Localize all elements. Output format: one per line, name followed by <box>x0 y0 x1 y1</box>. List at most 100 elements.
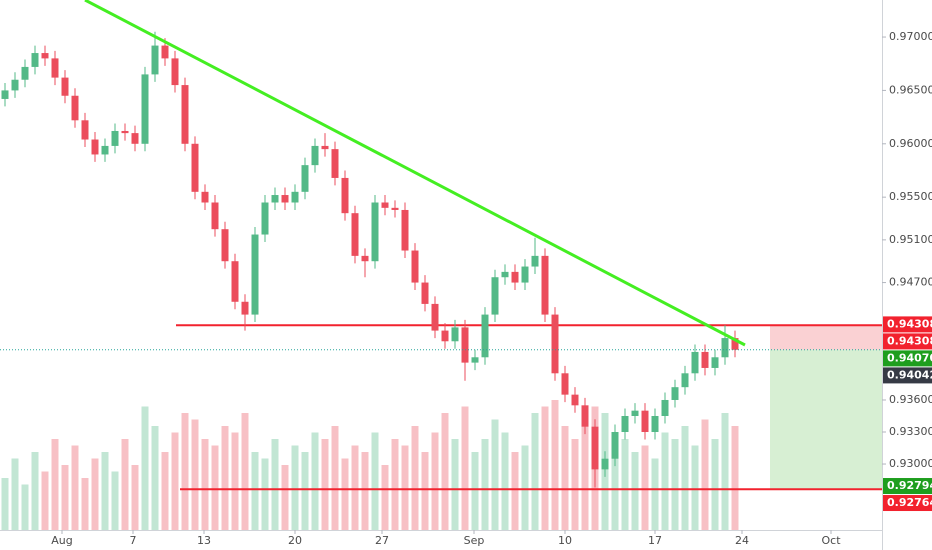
candle-body <box>691 351 699 374</box>
candle-body <box>661 399 669 416</box>
candle-body <box>471 357 479 363</box>
volume-bar <box>251 452 259 530</box>
y-tick-label: 0.95100 <box>889 233 932 246</box>
x-tick-label: 17 <box>648 534 662 547</box>
price-label-bg <box>883 316 932 333</box>
y-tick-label: 0.97000 <box>889 30 932 43</box>
volume-bar <box>101 452 109 530</box>
candle-body <box>591 426 599 470</box>
candle-body <box>451 327 459 342</box>
candle-body <box>571 394 579 406</box>
volume-bar <box>671 439 679 530</box>
volume-bar <box>571 439 579 530</box>
volume-bar <box>531 413 539 530</box>
volume-bar <box>31 452 39 530</box>
candle-body <box>511 271 519 283</box>
y-tick-label: 0.93000 <box>889 457 932 470</box>
volume-bar <box>581 419 589 530</box>
trendline <box>84 0 746 347</box>
y-tick-label: 0.93300 <box>889 425 932 438</box>
candle-body <box>731 338 739 350</box>
profit-zone <box>770 349 882 490</box>
volume-bar <box>621 439 629 530</box>
volume-bar <box>401 445 409 530</box>
volume-bar <box>1 478 9 530</box>
candle-body <box>371 202 379 262</box>
y-tick-label: 0.94700 <box>889 276 932 289</box>
candle-body <box>141 74 149 144</box>
volume-bar <box>271 439 279 530</box>
volume-bar <box>461 406 469 530</box>
candle-body <box>441 330 449 342</box>
candle-body <box>711 357 719 368</box>
volume-bar <box>321 439 329 530</box>
y-tick-label: 0.96000 <box>889 137 932 150</box>
candle-body <box>101 145 109 155</box>
candle-body <box>531 255 539 267</box>
volume-bar <box>641 445 649 530</box>
volume-bar <box>81 478 89 530</box>
candle-body <box>541 255 549 315</box>
volume-bar <box>391 439 399 530</box>
candle-body <box>131 133 139 144</box>
volume-bar <box>171 432 179 530</box>
candle-body <box>491 277 499 315</box>
price-label: 0.92764 <box>887 496 932 509</box>
candle-body <box>381 202 389 208</box>
candle-body <box>191 143 199 192</box>
price-label-bg <box>883 495 932 512</box>
volume-bar <box>611 432 619 530</box>
candle-body <box>1 90 9 99</box>
candle-body <box>31 53 39 67</box>
volume-bar <box>201 439 209 530</box>
candle-body <box>631 410 639 416</box>
candle-body <box>501 271 509 278</box>
candle-body <box>671 387 679 400</box>
candle-body <box>41 53 49 59</box>
volume-bar <box>701 419 709 530</box>
candle-body <box>111 130 119 146</box>
candle-body <box>651 415 659 433</box>
price-label: 0.92794 <box>887 479 932 492</box>
candle-body <box>61 77 69 96</box>
candle-body <box>121 130 129 134</box>
candle-body <box>721 338 729 358</box>
candle-body <box>621 415 629 433</box>
x-tick-label: 10 <box>558 534 572 547</box>
price-label-bg <box>883 478 932 495</box>
candle-body <box>391 207 399 210</box>
x-tick-label: 13 <box>197 534 211 547</box>
volume-bar <box>231 432 239 530</box>
price-label: 0.94308 <box>887 334 932 347</box>
candle-body <box>331 149 339 178</box>
volume-bar <box>221 426 229 530</box>
x-tick-label: 27 <box>375 534 389 547</box>
candle-body <box>581 405 589 427</box>
candle-body <box>291 191 299 203</box>
candle-body <box>461 327 469 363</box>
candle-body <box>321 145 329 150</box>
volume-bar <box>301 452 309 530</box>
volume-bar <box>651 458 659 530</box>
volume-bar <box>91 458 99 530</box>
candle-body <box>271 195 279 203</box>
candle-body <box>551 314 559 374</box>
y-tick-label: 0.95500 <box>889 190 932 203</box>
volume-bar <box>211 445 219 530</box>
volume-bar <box>491 419 499 530</box>
volume-bar <box>121 439 129 530</box>
volume <box>1 400 739 530</box>
volume-bar <box>541 406 549 530</box>
volume-bar <box>631 452 639 530</box>
volume-bar <box>481 439 489 530</box>
candle-body <box>401 209 409 251</box>
volume-bar <box>711 439 719 530</box>
volume-bar <box>61 465 69 530</box>
candle-body <box>421 282 429 304</box>
price-label: 0.94042 <box>887 368 932 381</box>
x-tick-label: Oct <box>821 534 841 547</box>
volume-bar <box>551 400 559 530</box>
candle-body <box>361 255 369 262</box>
candle-body <box>701 351 709 368</box>
